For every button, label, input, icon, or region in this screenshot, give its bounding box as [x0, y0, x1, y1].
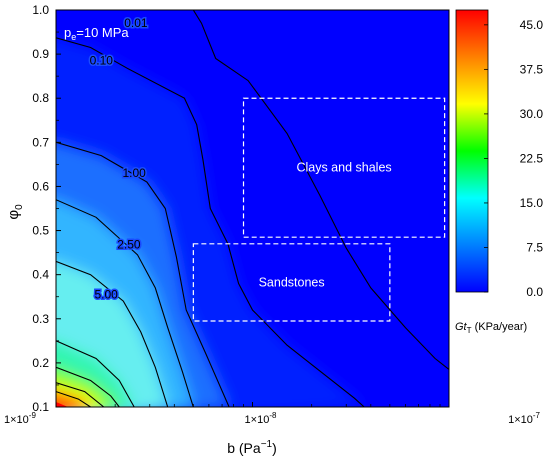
- contour-line: [56, 199, 194, 407]
- y-axis-label: φ0: [5, 204, 25, 220]
- contour-label: 2.50: [117, 238, 141, 252]
- x-tick-label: 1×10-8: [245, 411, 277, 426]
- heat-band: [56, 391, 91, 407]
- contour-line: [56, 366, 120, 407]
- y-tick-label: 0.6: [32, 179, 49, 193]
- y-tick-label: 0.2: [32, 356, 49, 370]
- x-axis: 1×10-9 1×10-8 1×10-7: [4, 402, 541, 426]
- heat-peak: [56, 402, 68, 407]
- colorbar-tick-label: 30.0: [520, 107, 544, 121]
- y-tick-label: 0.9: [32, 47, 49, 61]
- contour-line: [56, 260, 169, 407]
- region-boxes: Clays and shales Sandstones: [192, 97, 446, 322]
- contour-lines: 0.01 0.10 1.00 2.50 5.00: [56, 10, 449, 407]
- contour-line: [56, 37, 365, 407]
- x-tick-label: 1×10-7: [508, 411, 540, 426]
- y-tick-label: 0.5: [32, 224, 49, 238]
- colorbar-tick-label: 0.0: [526, 285, 543, 299]
- y-tick-label: 1.0: [32, 3, 49, 17]
- region-label: Clays and shales: [296, 161, 391, 175]
- contour-line: [56, 382, 105, 407]
- colorbar-tick-label: 37.5: [520, 62, 544, 76]
- contour-line: [56, 10, 449, 370]
- contour-label: 0.10: [90, 54, 114, 68]
- contour-label: 1.00: [123, 166, 147, 180]
- colorbar-ticks: 0.0 7.5 15.0 22.5 30.0 37.5 45.0: [484, 18, 543, 299]
- y-axis: 0.1 0.2 0.3 0.4 0.5 0.6 0.7 0.8 0.9 1.0: [32, 3, 61, 414]
- x-axis-label: b (Pa−1): [227, 439, 277, 456]
- y-tick-label: 0.4: [32, 268, 49, 282]
- contour-label: 5.00: [94, 288, 118, 302]
- contour-line: [56, 141, 230, 407]
- colorbar-gradient: [455, 9, 489, 293]
- colorbar-tick-label: 22.5: [520, 151, 544, 165]
- y-tick-label: 0.8: [32, 91, 49, 105]
- region-label: Sandstones: [259, 275, 325, 289]
- region-box: [242, 97, 446, 238]
- contour-line: [56, 391, 91, 407]
- region-box: [192, 243, 391, 322]
- contour-line: [56, 340, 135, 407]
- y-tick-label: 0.1: [32, 400, 49, 414]
- colorbar-tick-label: 15.0: [520, 196, 544, 210]
- colorbar-tick-label: 45.0: [520, 18, 544, 32]
- colorbar-label: GtT (KPa/year): [455, 321, 527, 335]
- pressure-annotation: pe=10 MPa: [64, 25, 129, 42]
- colorbar-tick-label: 7.5: [526, 240, 543, 254]
- x-tick-label: 1×10-9: [4, 411, 36, 426]
- contour-label: 0.01: [124, 16, 148, 30]
- y-tick-label: 0.7: [32, 135, 49, 149]
- plot-area: 0.01 0.10 1.00 2.50 5.00 Clays and shales San…: [55, 9, 450, 408]
- colorbar: 0.0 7.5 15.0 22.5 30.0 37.5 45.0 GtT (KPa/year…: [455, 9, 543, 335]
- y-tick-label: 0.3: [32, 312, 49, 326]
